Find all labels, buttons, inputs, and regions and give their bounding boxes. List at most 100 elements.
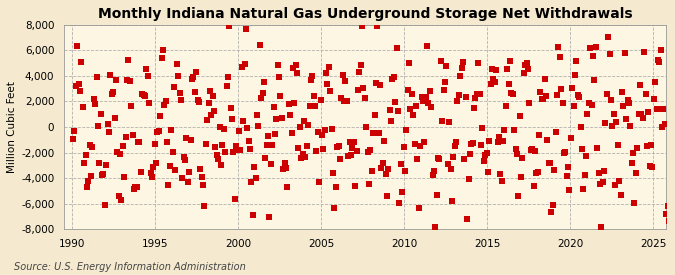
Point xyxy=(152,130,163,134)
Point xyxy=(86,174,97,178)
Point xyxy=(365,147,376,152)
Point xyxy=(146,175,157,179)
Point xyxy=(115,152,126,157)
Point xyxy=(659,122,670,127)
Point xyxy=(655,48,666,52)
Point xyxy=(460,95,471,99)
Point xyxy=(153,129,164,133)
Point xyxy=(148,165,159,169)
Point xyxy=(467,141,478,145)
Point xyxy=(227,117,238,122)
Point xyxy=(640,92,651,97)
Point xyxy=(550,130,561,135)
Point xyxy=(549,167,560,172)
Point xyxy=(73,82,84,87)
Point xyxy=(387,77,398,82)
Point xyxy=(356,24,367,28)
Point xyxy=(236,65,247,69)
Point xyxy=(95,112,106,116)
Point xyxy=(162,140,173,144)
Point xyxy=(377,161,388,166)
Point xyxy=(612,143,623,148)
Point xyxy=(109,116,120,120)
Point xyxy=(321,70,331,75)
Point xyxy=(477,126,488,130)
Point xyxy=(260,156,271,161)
Point xyxy=(254,43,265,48)
Point xyxy=(402,88,413,92)
Point xyxy=(462,217,472,221)
Point xyxy=(235,148,246,152)
Point xyxy=(163,183,174,188)
Point xyxy=(610,183,620,187)
Point xyxy=(381,194,392,199)
Point xyxy=(641,144,652,148)
Point xyxy=(217,142,227,147)
Point xyxy=(123,57,134,62)
Point xyxy=(78,105,88,110)
Point xyxy=(451,140,462,144)
Point xyxy=(94,161,105,165)
Point xyxy=(556,87,566,91)
Point xyxy=(250,176,261,181)
Point xyxy=(517,156,528,160)
Point xyxy=(558,150,569,155)
Point xyxy=(661,212,672,216)
Point xyxy=(438,87,449,92)
Point xyxy=(534,133,545,138)
Point xyxy=(639,50,649,54)
Point xyxy=(458,60,468,64)
Point xyxy=(327,171,338,175)
Point xyxy=(300,155,310,160)
Point xyxy=(522,67,533,71)
Point xyxy=(264,214,275,219)
Point xyxy=(578,186,589,191)
Point xyxy=(142,74,153,79)
Point xyxy=(375,83,385,87)
Point xyxy=(79,161,90,166)
Point xyxy=(298,118,309,123)
Point xyxy=(317,133,327,138)
Point xyxy=(101,163,111,167)
Point xyxy=(431,193,442,197)
Point xyxy=(278,166,289,171)
Point xyxy=(352,87,363,92)
Point xyxy=(514,113,525,118)
Point xyxy=(191,70,202,74)
Point xyxy=(448,155,459,160)
Point xyxy=(373,130,384,135)
Point xyxy=(359,96,370,100)
Point xyxy=(430,224,441,229)
Point xyxy=(239,61,250,66)
Point xyxy=(127,133,138,137)
Point xyxy=(528,184,539,188)
Point xyxy=(205,89,215,93)
Point xyxy=(322,82,333,86)
Point xyxy=(282,185,293,189)
Point xyxy=(296,156,306,161)
Point xyxy=(325,89,335,93)
Point xyxy=(165,164,176,169)
Point xyxy=(256,96,267,101)
Point xyxy=(454,93,464,97)
Point xyxy=(335,156,346,161)
Point xyxy=(120,134,131,139)
Point xyxy=(547,203,558,207)
Point xyxy=(124,78,135,83)
Point xyxy=(213,156,223,161)
Point xyxy=(437,119,448,124)
Point xyxy=(348,140,359,144)
Point xyxy=(441,64,452,68)
Point xyxy=(425,89,435,94)
Point xyxy=(246,180,257,184)
Point xyxy=(206,112,217,117)
Point xyxy=(249,165,260,169)
Point xyxy=(82,185,92,189)
Point xyxy=(525,148,536,152)
Point xyxy=(634,82,645,87)
Point xyxy=(535,90,546,94)
Point xyxy=(225,105,236,110)
Point xyxy=(333,144,344,148)
Point xyxy=(186,77,197,82)
Point xyxy=(76,60,87,65)
